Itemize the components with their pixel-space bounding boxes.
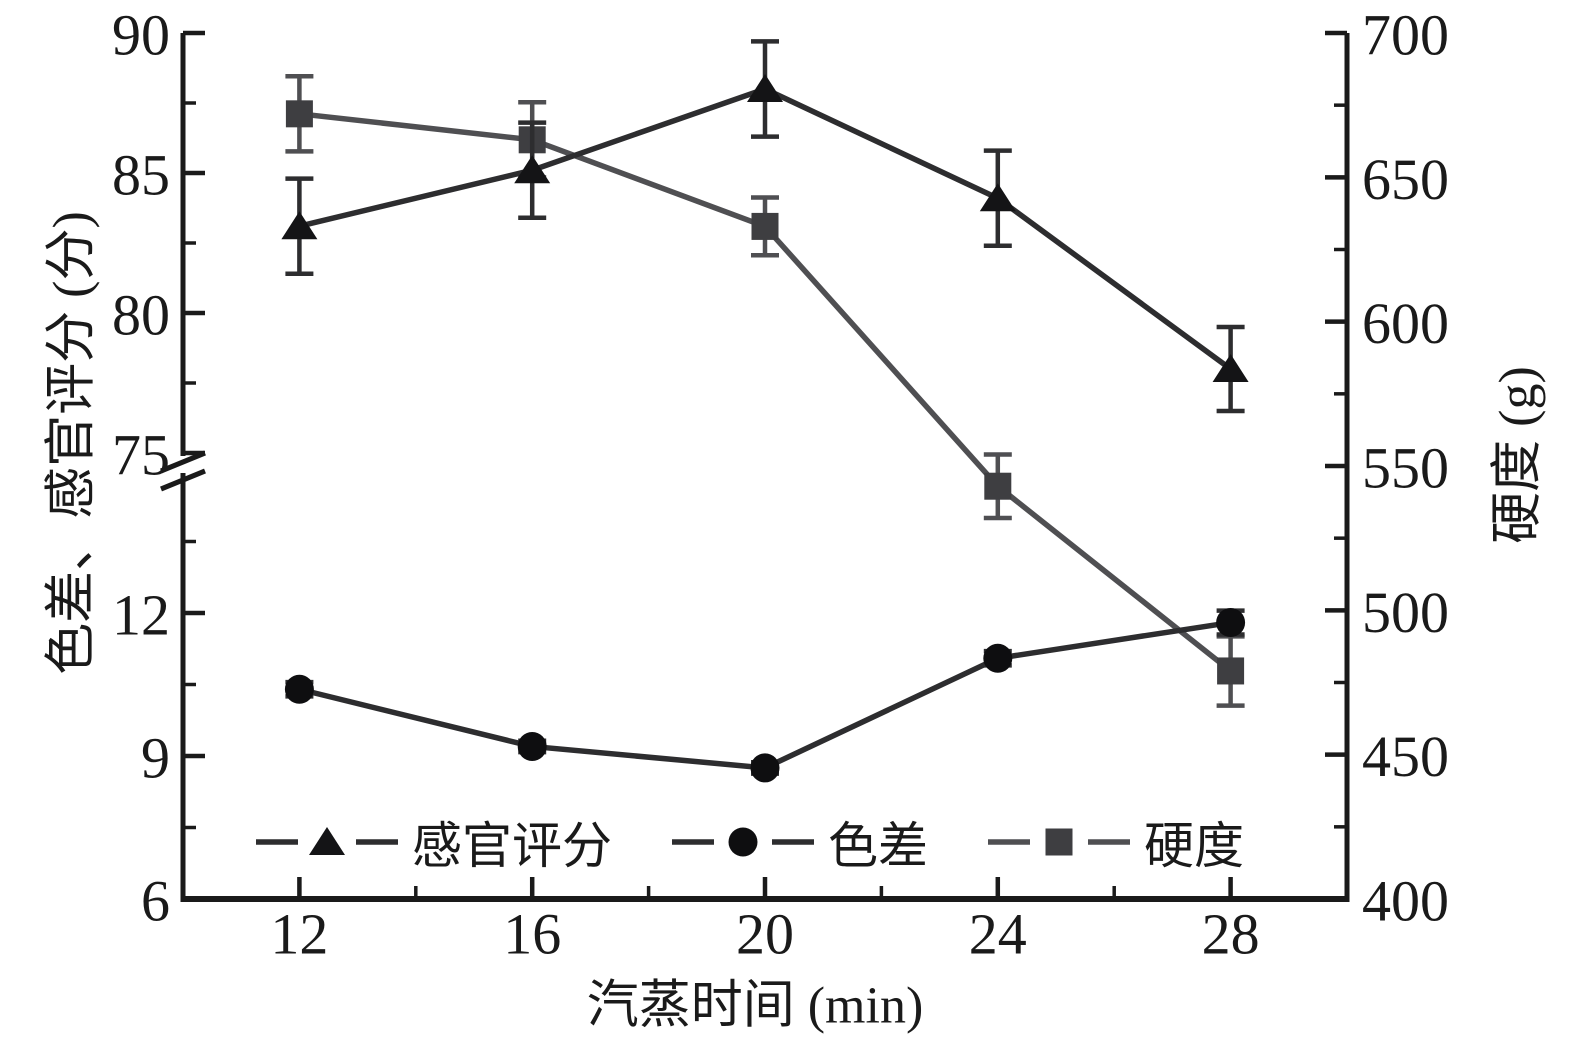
ticks: 90 85 80 75 12 9 6 700 650 600 550 500 450 400 12 16 20 2…: [112, 3, 1449, 967]
triangle-marker: [281, 211, 318, 240]
x-axis-tick-label: 12: [270, 902, 328, 967]
right-axis-tick-label: 600: [1362, 291, 1449, 356]
legend-item-sensory-score: 感官评分: [252, 806, 612, 878]
left-axis-tick-label: 90: [112, 3, 170, 68]
right-axis-title: 硬度 (g): [1489, 366, 1547, 544]
left-axis-tick-label: 85: [112, 143, 170, 208]
left-axis-tick-label: 80: [112, 283, 170, 348]
legend-item-hardness: 硬度: [984, 806, 1244, 878]
circle-icon: [672, 827, 814, 857]
axis-break-slash: [160, 450, 206, 474]
triangle-marker: [747, 74, 783, 102]
x-axis-tick-label: 28: [1202, 902, 1260, 967]
series-hardness: [285, 74, 1245, 708]
x-axis-title: 汽蒸时间 (min): [586, 977, 924, 1035]
circle-marker: [750, 753, 780, 783]
circle-marker: [517, 731, 547, 761]
left-axis-tick-label: 9: [141, 726, 170, 791]
square-marker: [751, 212, 779, 240]
square-marker: [285, 100, 313, 128]
right-axis-tick-label: 550: [1362, 436, 1449, 501]
left-axis-tick-label: 75: [112, 423, 170, 488]
triangle-marker: [309, 827, 345, 855]
series-color-difference: [284, 608, 1246, 783]
right-axis-tick-label: 450: [1362, 724, 1449, 789]
x-axis-tick-label: 20: [736, 902, 794, 967]
right-axis-tick-label: 700: [1362, 3, 1449, 68]
legend-label: 感官评分: [412, 818, 612, 874]
circle-marker: [983, 643, 1013, 673]
right-axis-tick-label: 650: [1362, 147, 1449, 212]
right-axis-tick-label: 500: [1362, 580, 1449, 645]
square-marker: [1045, 828, 1073, 856]
series-sensory-score: [281, 39, 1249, 414]
circle-marker: [728, 827, 758, 857]
triangle-icon: [256, 827, 398, 855]
axis-break-slash: [160, 468, 206, 492]
legend: 感官评分 色差 硬度: [252, 806, 1244, 878]
square-marker: [984, 472, 1012, 500]
triangle-marker: [1212, 354, 1249, 382]
x-axis-tick-label: 24: [969, 902, 1027, 967]
square-marker: [1217, 657, 1245, 685]
triangle-marker: [514, 155, 551, 184]
triangle-marker: [979, 183, 1016, 212]
series-line: [298, 619, 1232, 771]
right-axis-tick-label: 400: [1362, 869, 1449, 934]
circle-marker: [284, 674, 314, 704]
x-axis-tick-label: 16: [503, 902, 561, 967]
legend-label: 硬度: [1144, 818, 1244, 874]
legend-item-color-difference: 色差: [668, 806, 928, 878]
legend-label: 色差: [828, 818, 928, 874]
left-axis-tick-label: 6: [141, 869, 170, 934]
square-icon: [988, 828, 1130, 856]
circle-marker: [1216, 608, 1246, 638]
left-axis-title: 色差、感官评分 (分): [43, 211, 101, 675]
left-axis-tick-label: 12: [112, 583, 170, 648]
